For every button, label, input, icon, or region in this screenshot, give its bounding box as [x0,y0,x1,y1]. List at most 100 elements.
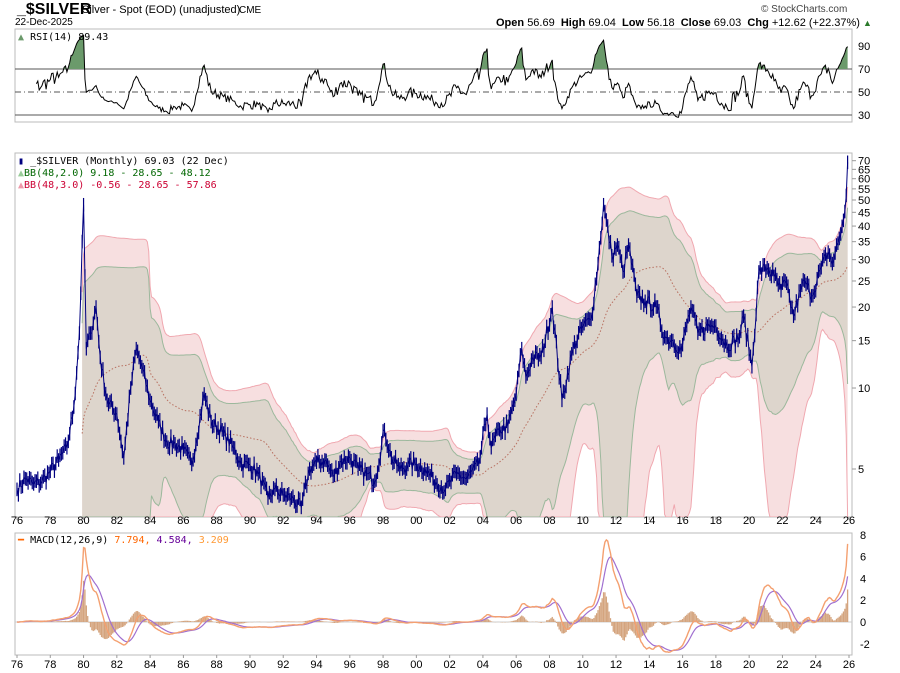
macd-legend: ━ MACD(12,26,9) 7.794, 4.584, 3.209 [18,535,229,546]
x-tick-label-bottom: 10 [577,659,589,671]
x-tick-label-mid: 20 [743,515,755,527]
x-tick-label-mid: 06 [510,515,522,527]
rsi-tick-label: 30 [858,110,870,122]
bb2-upper [81,207,849,464]
bb3-legend-text: BB(48,3.0) -0.56 - 28.65 - 57.86 [24,180,217,191]
x-tick-label-mid: 84 [144,515,156,527]
x-tick-label-bottom: 04 [477,659,489,671]
price-tick-label: 60 [858,174,870,186]
x-tick-label-bottom: 00 [410,659,422,671]
rsi-area-icon: ▲ [18,32,25,43]
x-tick-label-mid: 04 [477,515,489,527]
bb2-legend-text: BB(48,2.0) 9.18 - 28.65 - 48.12 [24,168,211,179]
price-plot [16,155,849,517]
chg-label: Chg [747,17,769,29]
rsi-legend-text: RSI(14) 89.43 [30,32,109,43]
high-value: 69.04 [588,17,616,29]
bb2-lower [82,311,849,517]
x-tick-label-mid: 26 [843,515,855,527]
price-tick-label: 20 [858,302,870,314]
macd-panel-frame [14,532,853,656]
x-tick-label-mid: 22 [776,515,788,527]
x-tick-label-bottom: 18 [710,659,722,671]
x-tick-label-mid: 78 [44,515,56,527]
x-tick-label-bottom: 86 [177,659,189,671]
rsi-line [35,34,848,118]
ohlc-summary: Open 56.69 High 69.04 Low 56.18 Close 69… [496,17,872,29]
exchange: CME [239,5,262,16]
x-tick-label-bottom: 16 [676,659,688,671]
price-legend: ▮ _$SILVER (Monthly) 69.03 (22 Dec) [18,156,229,167]
x-tick-label-bottom: 80 [77,659,89,671]
x-tick-label-bottom: 90 [244,659,256,671]
x-tick-label-mid: 18 [710,515,722,527]
rsi-tick-label: 70 [858,64,870,76]
x-tick-label-bottom: 96 [344,659,356,671]
macd-tick-label: 4 [860,573,866,585]
macd-line [16,538,849,653]
bb2-area-icon: ▲ [18,168,25,179]
chg-value: +12.62 (+22.37%) [771,17,860,29]
x-tick-label-bottom: 26 [843,659,855,671]
price-tick-label: 45 [858,207,870,219]
macd-tick-label: -2 [860,639,870,651]
x-tick-label-mid: 88 [211,515,223,527]
x-tick-label-mid: 80 [77,515,89,527]
macd-value: 7.794, [114,535,151,546]
x-tick-label-bottom: 88 [211,659,223,671]
close-value: 69.03 [713,17,742,29]
x-tick-label-mid: 86 [177,515,189,527]
signal-value: 4.584, [156,535,193,546]
up-arrow-icon: ▲ [863,18,872,28]
x-tick-label-mid: 96 [344,515,356,527]
bb2-legend: ▲BB(48,2.0) 9.18 - 28.65 - 48.12 [18,168,211,179]
macd-tick-label: 0 [860,617,866,629]
x-tick-label-mid: 82 [111,515,123,527]
close-label: Close [680,17,711,29]
x-tick-label-bottom: 20 [743,659,755,671]
macd-legend-name: MACD(12,26,9) [30,535,109,546]
bb3-legend: ▲BB(48,3.0) -0.56 - 28.65 - 57.86 [18,180,217,191]
x-tick-label-mid: 12 [610,515,622,527]
x-tick-label-mid: 00 [410,515,422,527]
copyright: © StockCharts.com [761,4,848,15]
price-tick-label: 35 [858,237,870,249]
x-tick-label-bottom: 12 [610,659,622,671]
x-tick-label-bottom: 14 [643,659,655,671]
histogram-value: 3.209 [198,535,229,546]
x-tick-label-bottom: 24 [810,659,822,671]
macd-tick-label: 2 [860,595,866,607]
rsi-panel-frame [14,28,853,123]
x-tick-label-bottom: 08 [543,659,555,671]
x-tick-label-bottom: 06 [510,659,522,671]
chart-date: 22-Dec-2025 [15,17,73,28]
x-tick-label-mid: 92 [277,515,289,527]
x-tick-label-mid: 14 [643,515,655,527]
bb2-band [82,207,848,517]
price-tick-label: 55 [858,184,870,196]
price-tick-label: 65 [858,164,870,176]
price-tick-label: 5 [858,464,864,476]
open-value: 56.69 [527,17,555,29]
x-tick-label-bottom: 84 [144,659,156,671]
x-tick-label-mid: 76 [11,515,23,527]
description: Silver - Spot (EOD) (unadjusted) [82,4,241,16]
low-value: 56.18 [647,17,675,29]
price-tick-label: 50 [858,195,870,207]
x-tick-label-mid: 10 [577,515,589,527]
x-tick-label-bottom: 02 [444,659,456,671]
x-tick-label-mid: 02 [444,515,456,527]
price-tick-label: 15 [858,336,870,348]
macd-line-icon: ━ [18,535,25,546]
x-tick-label-mid: 94 [310,515,322,527]
high-label: High [560,17,586,29]
bb3-upper [81,186,849,454]
x-tick-label-bottom: 92 [277,659,289,671]
x-tick-label-mid: 98 [377,515,389,527]
rsi-tick-label: 50 [858,87,870,99]
price-tick-label: 30 [858,255,870,267]
x-tick-label-bottom: 98 [377,659,389,671]
rsi-legend: ▲ RSI(14) 89.43 [18,32,108,43]
